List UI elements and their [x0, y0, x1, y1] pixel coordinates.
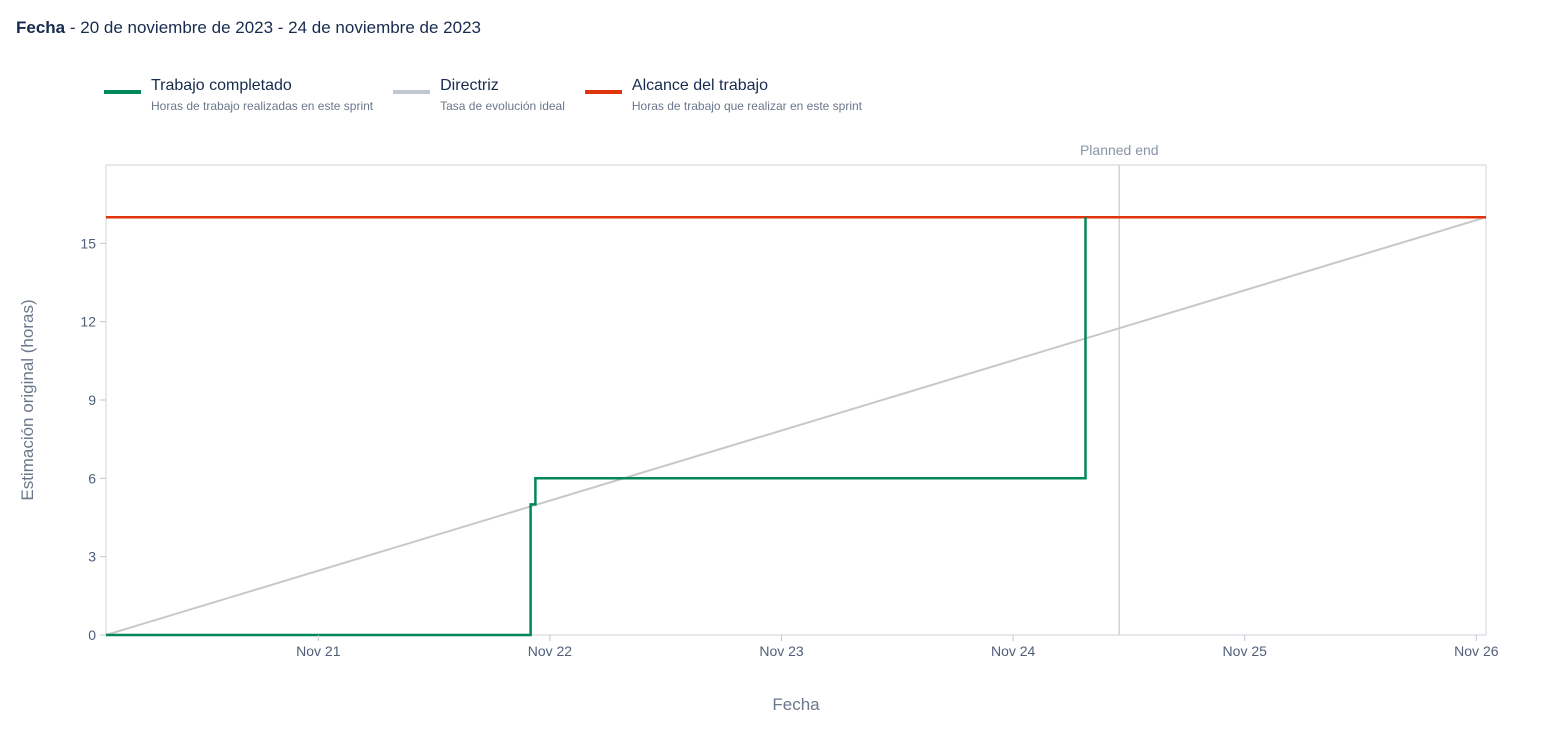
legend-desc: Tasa de evolución ideal: [440, 99, 565, 113]
legend-item-guideline[interactable]: Directriz Tasa de evolución ideal: [393, 76, 565, 113]
y-axis-title: Estimación original (horas): [18, 299, 37, 500]
x-axis-title: Fecha: [772, 695, 820, 714]
plot-area-frame: [105, 164, 1487, 636]
series-line-directriz: [105, 216, 1487, 636]
legend-swatch-completed: [104, 90, 141, 94]
legend-item-scope[interactable]: Alcance del trabajo Horas de trabajo que…: [584, 76, 863, 113]
legend-swatch-scope: [584, 90, 622, 94]
y-tick-label: 3: [88, 549, 96, 565]
date-label: Fecha: [16, 18, 66, 37]
y-tick-label: 9: [88, 392, 96, 408]
planned-end-label: Planned end: [1080, 142, 1159, 158]
legend-swatch-guideline: [393, 90, 431, 94]
x-tick-label: Nov 21: [296, 643, 341, 659]
y-tick-label: 0: [88, 627, 96, 643]
x-tick-label: Nov 22: [528, 643, 573, 659]
y-tick-label: 12: [80, 314, 96, 330]
legend-name: Trabajo completado: [151, 77, 292, 94]
series-line-trabajo-completado: [106, 217, 1087, 637]
legend-name: Directriz: [440, 77, 499, 94]
chart-legend: Trabajo completado Horas de trabajo real…: [104, 76, 882, 113]
date-range-text: - 20 de noviembre de 2023 - 24 de noviem…: [65, 18, 481, 37]
legend-desc: Horas de trabajo realizadas en este spri…: [151, 99, 374, 113]
legend-item-completed[interactable]: Trabajo completado Horas de trabajo real…: [104, 76, 373, 113]
x-tick-label: Nov 25: [1223, 643, 1268, 659]
x-tick-label: Nov 26: [1454, 643, 1499, 659]
x-tick-label: Nov 24: [991, 643, 1036, 659]
y-tick-label: 15: [80, 235, 96, 251]
legend-desc: Horas de trabajo que realizar en este sp…: [631, 99, 863, 113]
date-range-header: Fecha - 20 de noviembre de 2023 - 24 de …: [16, 18, 481, 38]
y-tick-label: 6: [88, 470, 96, 486]
legend-name: Alcance del trabajo: [631, 77, 768, 94]
x-tick-label: Nov 23: [759, 643, 804, 659]
